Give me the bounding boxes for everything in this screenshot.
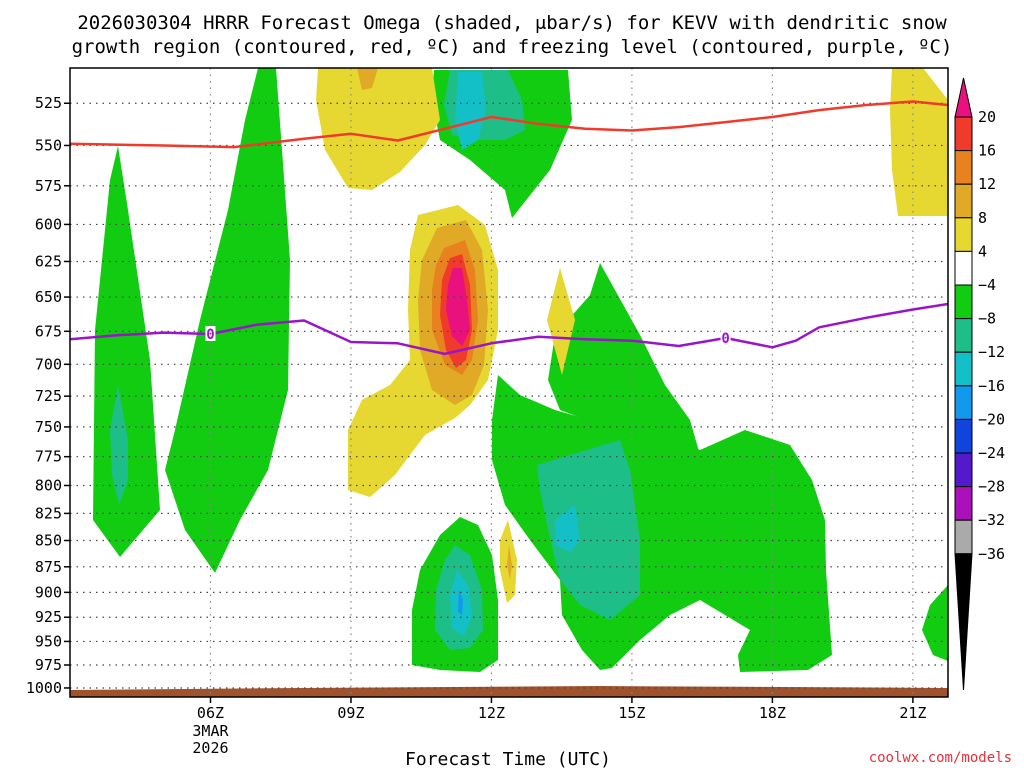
colorbar-swatch [954, 250, 973, 286]
colorbar-label: 16 [978, 142, 996, 160]
y-tick-label: 525 [35, 94, 62, 112]
colorbar-swatch [954, 318, 973, 353]
colorbar-swatch [954, 452, 973, 488]
colorbar: 20 16 12 8 4 −4 −8 −12 −16 −20 −24 −28 −32 −36 [954, 77, 1005, 691]
colorbar-label: −28 [978, 478, 1005, 496]
x-tick-label: 18Z [759, 704, 786, 722]
y-tick-label: 1000 [26, 679, 62, 697]
shade-gold-low [507, 545, 512, 580]
y-tick-label: 725 [35, 387, 62, 405]
colorbar-label: −20 [978, 410, 1005, 428]
colorbar-label: −24 [978, 444, 1005, 462]
colorbar-swatch [954, 183, 973, 219]
colorbar-swatch [954, 418, 973, 454]
shade-cyan-upper [455, 72, 486, 150]
colorbar-swatch [954, 351, 973, 387]
x-date-label: 3MAR [192, 722, 229, 740]
gridlines [70, 68, 948, 697]
colorbar-label: −4 [978, 276, 996, 294]
shade-magenta-core [446, 268, 470, 346]
y-tick-label: 700 [35, 355, 62, 373]
shade-cyan-lower [555, 505, 580, 552]
shade-green-mid [548, 263, 700, 455]
colorbar-label: 20 [978, 108, 996, 126]
y-tick-label: 625 [35, 252, 62, 270]
shade-teal-lower [537, 440, 640, 620]
colorbar-top-arrow [954, 77, 973, 118]
x-tick-label: 06Z [197, 704, 224, 722]
shade-yellow-right [890, 68, 948, 216]
freezing-line-label: 0 [721, 331, 729, 347]
y-tick-label: 825 [35, 504, 62, 522]
credit-text: coolwx.com/models [869, 750, 1012, 766]
y-tick-label: 850 [35, 531, 62, 549]
y-tick-label: 550 [35, 136, 62, 154]
y-tick-label: 975 [35, 656, 62, 674]
shade-blue-core [458, 590, 463, 615]
y-tick-label: 650 [35, 288, 62, 306]
colorbar-label: −36 [978, 545, 1005, 563]
y-tick-label: 900 [35, 583, 62, 601]
x-date-label: 2026 [192, 739, 228, 757]
shade-green-right [922, 585, 948, 661]
colorbar-swatch [954, 116, 973, 152]
colorbar-bottom-arrow [954, 553, 973, 691]
colorbar-label: −8 [978, 310, 996, 328]
y-tick-label: 925 [35, 608, 62, 626]
colorbar-label: 8 [978, 209, 987, 227]
freezing-label-bg-1 [720, 329, 731, 345]
omega-shading [70, 68, 948, 697]
y-tick-label: 775 [35, 448, 62, 466]
dendritic-line [70, 100, 948, 149]
y-axis: 525 550 575 600 625 650 675 700 725 750 775 800 825 8… [26, 94, 70, 697]
colorbar-label: 12 [978, 175, 996, 193]
colorbar-swatch [954, 284, 973, 320]
y-tick-label: 950 [35, 632, 62, 650]
y-tick-label: 875 [35, 558, 62, 576]
colorbar-swatch [954, 217, 973, 252]
colorbar-label: −12 [978, 343, 1005, 361]
chart-title-line1: 2026030304 HRRR Forecast Omega (shaded, … [77, 12, 947, 34]
colorbar-swatch [954, 486, 973, 521]
ground-strip [70, 686, 948, 697]
colorbar-label: 4 [978, 242, 987, 260]
y-tick-label: 750 [35, 418, 62, 436]
x-axis-label: Forecast Time (UTC) [405, 749, 611, 768]
colorbar-label: −16 [978, 377, 1005, 395]
freezing-line-label: 0 [206, 327, 214, 343]
colorbar-swatch [954, 519, 973, 555]
colorbar-swatch [954, 150, 973, 185]
shade-green-plume-a [93, 146, 160, 557]
plot-frame [69, 67, 949, 698]
shade-yellow-upper [316, 68, 440, 190]
colorbar-label: −32 [978, 511, 1005, 529]
freezing-line [70, 302, 948, 356]
freezing-label-bg-0 [205, 325, 216, 341]
y-tick-label: 575 [35, 177, 62, 195]
colorbar-swatch [954, 385, 973, 420]
x-tick-label: 12Z [478, 704, 505, 722]
y-tick-label: 675 [35, 322, 62, 340]
chart-title-line2: growth region (contoured, red, ºC) and f… [72, 36, 953, 58]
y-tick-label: 600 [35, 215, 62, 233]
x-tick-label: 21Z [899, 704, 926, 722]
shade-green-plume-b [165, 68, 290, 573]
y-tick-label: 800 [35, 476, 62, 494]
shade-yellow-spot [547, 268, 575, 375]
shade-teal-left [110, 385, 128, 505]
x-tick-label: 15Z [618, 704, 645, 722]
x-tick-label: 09Z [337, 704, 364, 722]
shade-gold-upper [357, 68, 378, 90]
